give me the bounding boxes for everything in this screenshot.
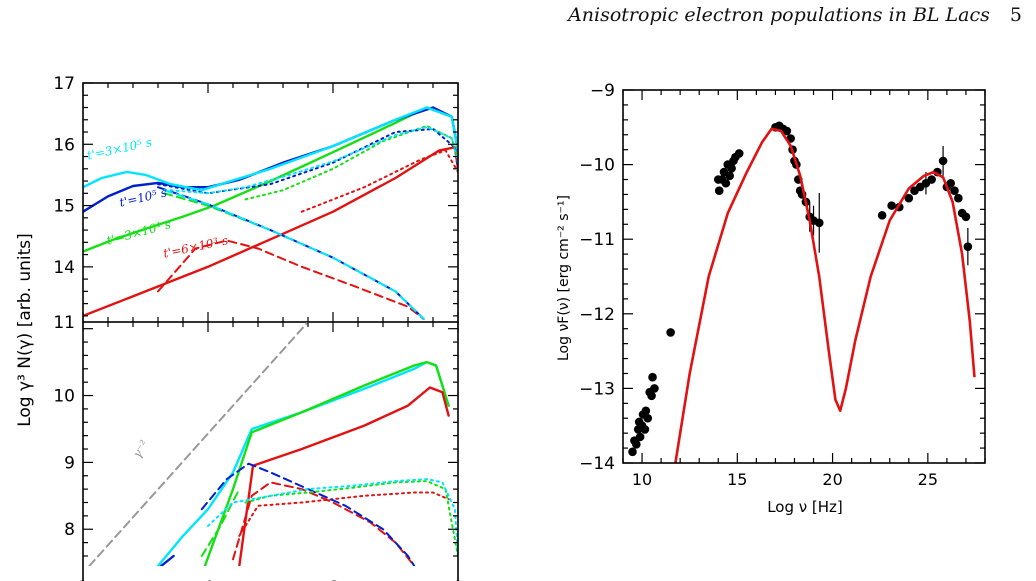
sed-ytick-label: −11 <box>579 230 615 250</box>
sed-xtick-label: 10 <box>632 470 652 489</box>
sed-data-point-58 <box>963 242 973 251</box>
sed-data-point-17 <box>714 186 724 196</box>
sed-data-point-51 <box>938 156 948 166</box>
left-top-annotation-3: t'=6×10³ s <box>162 233 229 260</box>
left-bottom-xtick-label: 6 <box>328 578 339 581</box>
sed-y-axis-label: Log νF(ν) [erg cm⁻² s⁻¹] <box>556 195 572 361</box>
sed-xtick-label: 20 <box>822 470 842 489</box>
sed-data-point-53 <box>946 178 956 188</box>
left-top-series-6 <box>83 106 458 213</box>
sed-ytick-label: −10 <box>579 156 615 176</box>
sed-data-point-57 <box>961 212 971 222</box>
left-top-series-2 <box>300 149 458 213</box>
left-bottom-series-1 <box>156 360 450 566</box>
left-bottom-xtick-label: 4 <box>203 578 214 581</box>
left-top-ytick-label: 16 <box>53 135 75 155</box>
sed-data-point-9 <box>641 406 651 416</box>
left-top-annotation-2: t'=3×10⁴ s <box>105 217 172 248</box>
sed-xtick-label: 25 <box>918 470 938 489</box>
sed-data-point-13 <box>648 372 657 382</box>
sed-xtick-label: 15 <box>727 470 747 489</box>
left-bottom-series-8 <box>200 462 416 566</box>
left-top-series-0 <box>83 146 458 318</box>
sed-data-point-12 <box>647 391 656 401</box>
left-bottom-series-2 <box>159 554 175 566</box>
page-number: 5 <box>1009 4 1022 26</box>
sed-data-point-42 <box>877 211 887 220</box>
sed-data-point-0 <box>628 447 637 457</box>
left-top-series-11 <box>163 189 425 320</box>
left-bottom-xtick-label: 2 <box>78 578 89 581</box>
sed-model-curve <box>674 127 976 463</box>
left-bottom-annotation-0: γ⁻² <box>130 438 152 461</box>
left-top-ytick-label: 14 <box>53 258 75 278</box>
left-bottom-series-3 <box>203 360 450 566</box>
left-bottom-ytick-label: 9 <box>64 453 75 473</box>
sed-data-point-2 <box>632 440 641 449</box>
sed-data-point-45 <box>904 193 914 203</box>
left-bottom-ytick-label: 8 <box>64 520 75 540</box>
left-bottom-xtick-label: 8 <box>453 578 464 581</box>
sed-data-point-22 <box>725 171 734 181</box>
left-top-panel: t'=3×10⁵ st'=10⁵ st'=3×10⁴ st'=6×10³ s14… <box>53 74 459 323</box>
left-bottom-series-6 <box>232 481 416 566</box>
sed-data-point-55 <box>954 193 963 203</box>
sed-data-point-41 <box>814 218 824 228</box>
left-top-annotation-0: t'=3×10⁵ s <box>86 135 153 162</box>
sed-ytick-label: −12 <box>579 305 615 325</box>
sed-data-point-23 <box>727 164 736 173</box>
left-top-frame <box>82 82 459 323</box>
sed-data-point-10 <box>643 413 653 423</box>
sed-data-point-20 <box>721 178 731 188</box>
left-bottom-series-7 <box>238 491 450 537</box>
running-header: Anisotropic electron populations in BL L… <box>568 4 1022 26</box>
sed-data-point-54 <box>950 186 959 196</box>
left-top-series-9 <box>83 106 458 192</box>
sed-data-point-26 <box>734 149 744 158</box>
left-bottom-series-0 <box>88 322 309 566</box>
left-top-ytick-label: 15 <box>53 197 75 217</box>
sed-ytick-label: −14 <box>579 454 615 474</box>
sed-data-point-49 <box>927 175 936 184</box>
left-bottom-ytick-label: 10 <box>53 387 75 407</box>
left-y-axis-label: Log γ³ N(γ) [arb. units] <box>15 233 35 427</box>
running-title: Anisotropic electron populations in BL L… <box>568 4 990 26</box>
left-bottom-panel: γ⁻² 8 9 10 11 2 4 6 8 <box>53 313 463 581</box>
sed-data-point-8 <box>640 425 650 434</box>
left-top-series-1 <box>157 239 425 320</box>
left-top-series-8 <box>157 128 458 195</box>
sed-ytick-label: −13 <box>579 379 615 399</box>
sed-ytick-label: −9 <box>590 81 615 101</box>
sed-data-point-14 <box>650 384 659 393</box>
sed-data-point-30 <box>782 126 792 136</box>
left-bottom-ytick-label: 11 <box>53 313 75 333</box>
left-top-series-10 <box>169 126 458 195</box>
sed-frame <box>622 89 986 464</box>
sed-data-point-5 <box>635 432 645 442</box>
left-top-ytick-label: 17 <box>53 74 75 94</box>
left-top-series-5 <box>163 192 425 320</box>
left-bottom-series-5 <box>238 386 450 566</box>
sed-panel: −14 −13 −12 −11 −10 −9 10 15 20 25 <box>579 81 986 489</box>
left-bottom-series-10 <box>207 478 458 557</box>
sed-data-point-15 <box>666 328 675 337</box>
sed-x-axis-label: Log ν [Hz] <box>767 498 843 516</box>
sed-data-point-43 <box>887 201 896 210</box>
